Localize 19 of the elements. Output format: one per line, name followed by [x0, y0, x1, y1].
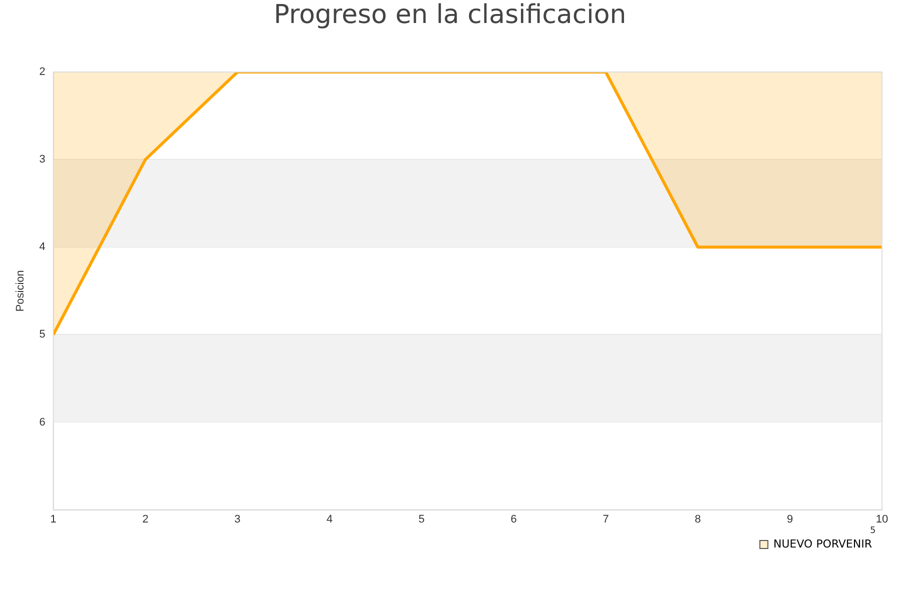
y-tick-label: 4: [39, 241, 46, 254]
x-tick-label: 6: [510, 513, 517, 526]
text: 5: [870, 526, 876, 536]
y-tick-label: 6: [39, 416, 46, 428]
legend-label: NUEVO PORVENIR: [773, 537, 872, 550]
x-tick-label: 7: [602, 513, 609, 526]
y-tick-label: 5: [39, 328, 46, 341]
y-tick-label: 3: [39, 154, 46, 166]
x-tick-label: 3: [234, 513, 241, 526]
x-tick-label: 5: [418, 513, 425, 526]
x-tick-label: 2: [142, 513, 148, 526]
x-tick-label: 9: [786, 513, 793, 526]
x-tick-label: 1: [50, 513, 56, 526]
x-tick-label: 4: [326, 513, 333, 526]
y-tick-label: 2: [39, 66, 46, 78]
x-tick-label: 10: [876, 513, 888, 526]
chart-title: Progreso en la clasificacion: [272, 0, 628, 30]
y-axis-title: Posicion: [14, 270, 27, 312]
x-tick-label: 8: [694, 513, 701, 526]
